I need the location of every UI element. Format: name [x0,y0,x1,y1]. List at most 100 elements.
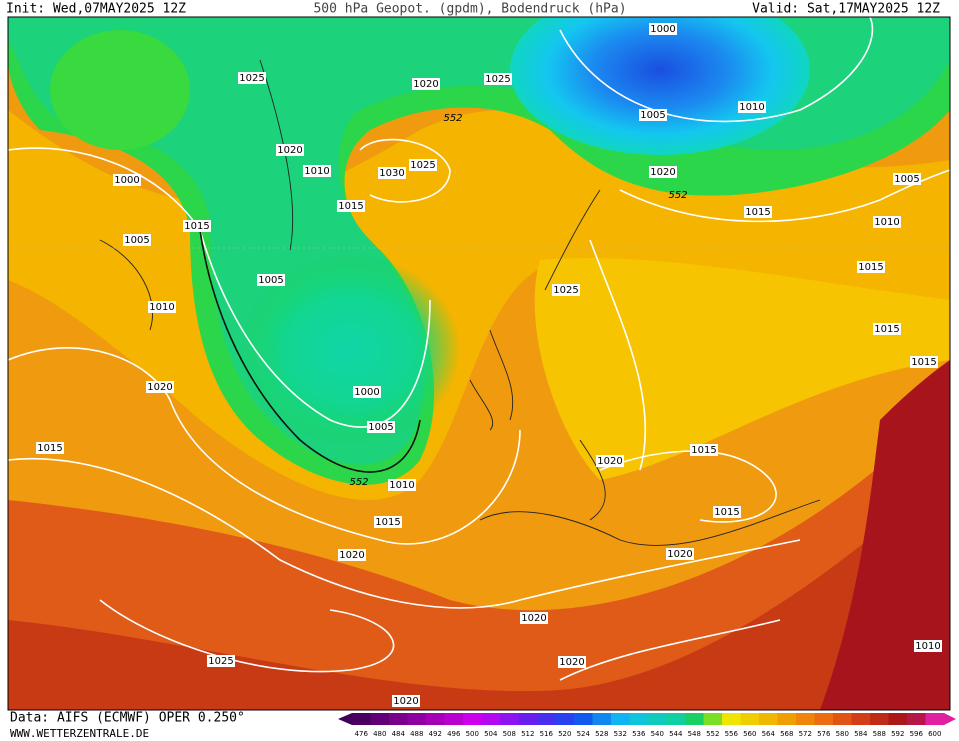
isobar-label: 1000 [354,387,379,398]
isobar-label: 1020 [277,145,302,156]
colorbar-label: 500 [466,730,479,738]
isobar-label: 1020 [650,167,675,178]
label-box [893,173,921,185]
colorbar-label: 508 [503,730,516,738]
label-box [738,101,766,113]
colorbar-label: 512 [521,730,534,738]
isobar-label: 1025 [553,285,578,296]
isobar-label: 1020 [393,696,418,707]
colorbar-cell [518,713,538,725]
colorbar-cell [555,713,575,725]
colorbar-cell [833,713,852,725]
label-box [520,612,548,624]
colorbar-arrow [944,713,956,725]
label-box [337,200,365,212]
colorbar-cell [777,713,797,725]
label-box [257,274,285,286]
height-label: 552 [443,113,462,124]
isobar-label: 1010 [304,166,329,177]
label-box [238,72,266,84]
colorbar-cell [426,713,445,725]
label-box [392,695,420,707]
colorbar-cell [500,713,519,725]
source-text: Data: AIFS (ECMWF) OPER 0.250° [10,711,245,726]
isobar-label: 1005 [894,174,919,185]
colorbar-label: 488 [410,730,423,738]
isobar-label: 1015 [858,262,883,273]
label-box [207,655,235,667]
colorbar-label: 548 [688,730,701,738]
colorbar-cell [537,713,556,725]
isobar-label: 1010 [874,217,899,228]
colorbar-label: 572 [799,730,812,738]
colorbar-cell [370,713,390,725]
label-box [649,23,677,35]
colorbar-label: 504 [484,730,498,738]
isobar-label: 1015 [874,324,899,335]
colorbar-label: 556 [725,730,739,738]
label-box [388,479,416,491]
label-box [378,167,406,179]
height-label: 552 [349,477,368,488]
colorbar-cell [463,713,482,725]
colorbar-cell [481,713,501,725]
label-box [338,549,366,561]
isobar-label: 1020 [521,613,546,624]
isobar-label: 1005 [124,235,149,246]
colorbar-label: 588 [873,730,886,738]
isobar-label: 1025 [208,656,233,667]
isobar-label: 1020 [413,79,438,90]
colorbar-label: 592 [891,730,904,738]
label-box [374,516,402,528]
label-box [914,640,942,652]
colorbar-cell [740,713,760,725]
colorbar-label: 516 [540,730,554,738]
colorbar-cell [592,713,612,725]
colorbar-label: 492 [429,730,442,738]
site-text: WWW.WETTERZENTRALE.DE [10,727,149,740]
isobar-label: 1020 [597,456,622,467]
label-box [146,381,174,393]
label-box [552,284,580,296]
label-box [36,442,64,454]
valid-text: Valid: Sat,17MAY2025 12Z [752,2,940,17]
colorbar-label: 584 [854,730,868,738]
colorbar-label: 524 [577,730,591,738]
colorbar-cell [796,713,815,725]
isobar-label: 1010 [739,102,764,113]
colorbar-label: 564 [762,730,776,738]
isobar-label: 1020 [147,382,172,393]
colorbar-label: 496 [447,730,461,738]
label-box [596,455,624,467]
colorbar-arrow [338,713,352,725]
label-box [873,216,901,228]
label-box [353,386,381,398]
colorbar-cell [925,713,945,725]
colorbar-label: 476 [355,730,369,738]
colorbar-label: 528 [595,730,608,738]
colorbar-cell [759,713,778,725]
isobar-label: 1015 [745,207,770,218]
label-box [367,421,395,433]
colorbar-cell [907,713,926,725]
isobar-label: 1025 [239,73,264,84]
colorbar-cell [870,713,889,725]
isobar-label: 1000 [114,175,139,186]
isobar-label: 1015 [184,221,209,232]
label-box [639,109,667,121]
colorbar-cell [685,713,704,725]
colorbar-cell [389,713,408,725]
colorbar-cell [574,713,593,725]
isobar-label: 1005 [368,422,393,433]
label-box [276,144,304,156]
colorbar-cell [851,713,871,725]
colorbar-cell [814,713,834,725]
label-box [409,159,437,171]
isobar-label: 1015 [911,357,936,368]
label-box [910,356,938,368]
label-box [713,506,741,518]
colorbar-label: 544 [669,730,683,738]
label-box [744,206,772,218]
label-box [113,174,141,186]
colorbar-label: 484 [392,730,406,738]
